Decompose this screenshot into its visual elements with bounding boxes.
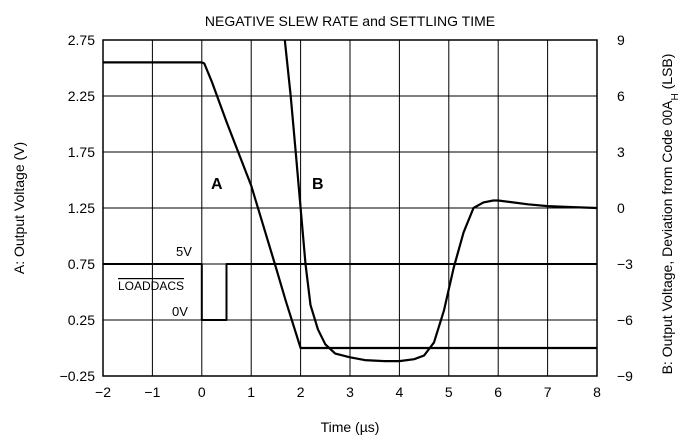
y-tick-label-right: 0	[617, 200, 625, 216]
x-tick-label: 6	[494, 384, 502, 400]
y-tick-label-right: 9	[617, 32, 625, 48]
annotation-5v: 5V	[176, 244, 192, 259]
y-tick-label-right: −9	[617, 368, 633, 384]
series-line-loaddacs	[103, 263, 597, 321]
x-tick-label: 1	[247, 384, 255, 400]
annotation-0v: 0V	[172, 304, 188, 319]
y-axis-label-left: A: Output Voltage (V)	[11, 142, 27, 274]
x-tick-label: 8	[593, 384, 601, 400]
y-tick-label-left: 1.25	[68, 200, 95, 216]
x-tick-label: 2	[297, 384, 305, 400]
x-tick-label: 5	[445, 384, 453, 400]
annotation-curve-a: A	[211, 176, 223, 193]
annotation-curve-b: B	[312, 176, 324, 193]
x-tick-label: 7	[544, 384, 552, 400]
tick-labels: −2 −1 0 1 2 3 4 5 6 7 8 2.75 9 2.25 6 1.75 3 1.25 0 0.75 −3 0…	[60, 32, 634, 400]
y-tick-label-right: 6	[617, 88, 625, 104]
y-tick-label-left: 2.75	[68, 32, 95, 48]
y-axis-label-right-subscript: H	[670, 93, 681, 100]
annotation-loaddacs: LOADDACS	[118, 279, 184, 293]
y-tick-label-right: 3	[617, 144, 625, 160]
series-line-b	[283, 39, 598, 363]
y-tick-label-left: −0.25	[60, 368, 96, 384]
x-axis-label: Time (µs)	[321, 419, 380, 435]
plot-frame	[102, 39, 598, 377]
y-tick-label-left: 1.75	[68, 144, 95, 160]
y-tick-label-left: 2.25	[68, 88, 95, 104]
y-axis-label-right-tail: (LSB)	[659, 54, 675, 94]
y-tick-label-left: 0.25	[68, 312, 95, 328]
x-tick-label: 4	[396, 384, 404, 400]
y-tick-label-left: 0.75	[68, 256, 95, 272]
x-tick-label: −1	[144, 384, 160, 400]
y-tick-label-right: −3	[617, 256, 633, 272]
y-tick-label-right: −6	[617, 312, 633, 328]
y-axis-label-right-main: B: Output Voltage, Deviation from Code 0…	[659, 100, 675, 375]
y-axis-label-right: B: Output Voltage, Deviation from Code 0…	[659, 54, 681, 375]
x-tick-label: 3	[346, 384, 354, 400]
series-line-a	[103, 61, 597, 350]
x-tick-label: −2	[95, 384, 111, 400]
grid	[103, 40, 597, 376]
chart-title: NEGATIVE SLEW RATE and SETTLING TIME	[205, 13, 495, 29]
x-tick-label: 0	[198, 384, 206, 400]
series-layer	[103, 39, 598, 363]
